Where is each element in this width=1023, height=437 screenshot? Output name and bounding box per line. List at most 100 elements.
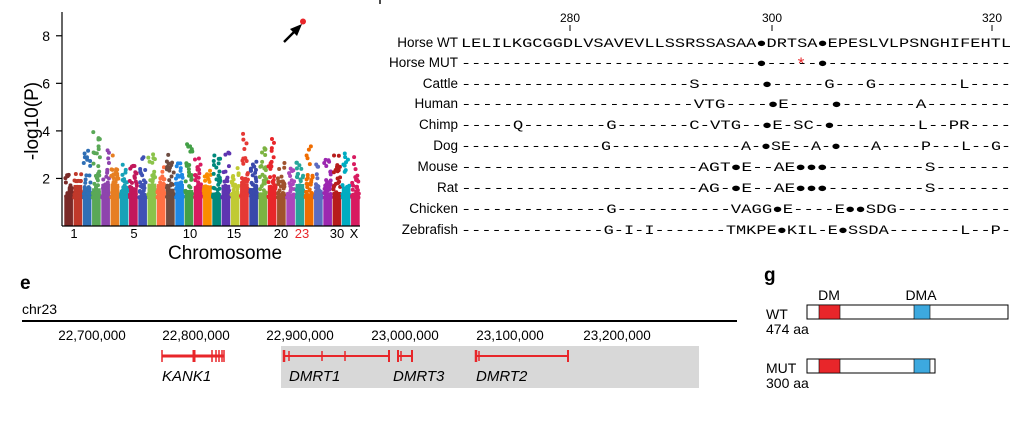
snp-point xyxy=(304,181,309,186)
snp-point xyxy=(214,165,219,170)
chromosome-point-cloud xyxy=(64,197,73,226)
snp-point xyxy=(196,175,201,180)
snp-point xyxy=(167,168,172,173)
snp-point xyxy=(93,185,98,190)
snp-point xyxy=(325,195,330,200)
ruler-label: 280 xyxy=(560,11,580,25)
snp-point xyxy=(216,161,221,166)
snp-point xyxy=(352,192,357,197)
snp-point xyxy=(82,187,87,192)
species-label: Chicken xyxy=(409,201,458,216)
snp-point xyxy=(218,156,223,161)
snp-point xyxy=(268,161,273,166)
snp-point xyxy=(250,173,255,178)
x-tick-labels: 1 5 10 15 20 23 30 X xyxy=(70,226,358,241)
snp-point xyxy=(269,136,274,141)
snp-point xyxy=(147,195,152,200)
gene-model-kank1 xyxy=(161,350,225,362)
snp-point xyxy=(96,147,101,152)
snp-point xyxy=(241,179,246,184)
snp-point xyxy=(350,187,355,192)
snp-point xyxy=(266,180,271,185)
snp-point xyxy=(123,167,128,172)
snp-point xyxy=(263,153,268,158)
snp-point xyxy=(310,175,315,180)
snp-point xyxy=(271,177,276,182)
snp-point xyxy=(208,168,213,173)
coordinate-label: 23,100,000 xyxy=(476,328,544,343)
snp-point xyxy=(340,195,345,200)
snp-point xyxy=(66,172,71,177)
panel-label: e xyxy=(20,273,31,294)
snp-point xyxy=(260,159,265,164)
snp-point xyxy=(88,163,93,168)
snp-point xyxy=(110,153,115,158)
snp-point xyxy=(122,177,127,182)
snp-point xyxy=(354,195,359,200)
snp-point xyxy=(111,180,116,185)
sequence: -----Q--------G-------C-VTG--●E-SC-●----… xyxy=(461,118,1011,133)
snp-point xyxy=(180,194,185,199)
snp-point xyxy=(217,175,222,180)
snp-point xyxy=(211,159,216,164)
snp-point xyxy=(211,171,216,176)
domain-label-dm: DM xyxy=(818,287,840,303)
snp-point xyxy=(272,174,277,179)
snp-point xyxy=(216,182,221,187)
species-label: Zebrafish xyxy=(402,222,458,237)
snp-point xyxy=(258,193,263,198)
snp-point xyxy=(92,195,97,200)
snp-point xyxy=(276,179,281,184)
sequence: LELILKGCGGDLVSAVEVLLSSRSSASAA●DRTSA●EPES… xyxy=(461,36,1011,51)
chromosome-label: chr23 xyxy=(22,301,57,317)
snp-point xyxy=(79,172,84,177)
protein-domain-panel: g DM DMA WT 474 aa MUT 300 aa xyxy=(764,265,1009,391)
snp-point xyxy=(271,155,276,160)
manhattan-points xyxy=(63,18,361,226)
snp-point xyxy=(310,191,315,196)
snp-point xyxy=(288,174,293,179)
chromosome-point-cloud xyxy=(212,193,221,226)
snp-point xyxy=(296,187,301,192)
snp-point xyxy=(83,195,88,200)
snp-point xyxy=(204,193,209,198)
snp-point xyxy=(223,183,228,188)
snp-point xyxy=(159,182,164,187)
snp-point xyxy=(115,167,120,172)
snp-point xyxy=(305,172,310,177)
snp-point xyxy=(203,178,208,183)
snp-point xyxy=(230,175,235,180)
snp-point xyxy=(322,161,327,166)
snp-point xyxy=(167,191,172,196)
snp-point xyxy=(138,169,143,174)
snp-point xyxy=(296,195,301,200)
snp-point xyxy=(193,173,198,178)
species-label: Horse WT xyxy=(397,35,458,50)
snp-point xyxy=(186,170,191,175)
snp-point xyxy=(299,166,304,171)
chromosome-point-cloud xyxy=(156,184,166,226)
snp-point xyxy=(272,194,277,199)
chromosome-point-cloud xyxy=(277,196,286,226)
snp-point xyxy=(282,161,287,166)
snp-point xyxy=(245,171,250,176)
snp-point xyxy=(340,183,345,188)
snp-point xyxy=(322,195,327,200)
snp-point xyxy=(194,186,199,191)
sequence: ----------------------S------●-----G---G… xyxy=(461,77,1011,92)
snp-point xyxy=(151,176,156,181)
chromosome-point-cloud xyxy=(73,184,83,226)
snp-point xyxy=(251,195,256,200)
snp-point xyxy=(91,130,96,135)
snp-point xyxy=(129,185,134,190)
xtick-label: 30 xyxy=(330,226,344,241)
snp-point xyxy=(120,172,125,177)
snp-point xyxy=(341,162,346,167)
snp-point xyxy=(231,187,236,192)
snp-point xyxy=(328,191,333,196)
manhattan-plot: 2 4 6 8 -log10(P) 1 5 10 15 20 23 30 X Chro… xyxy=(22,12,361,264)
snp-point xyxy=(162,177,167,182)
chromosome-point-cloud xyxy=(323,195,332,226)
chromosome-point-cloud xyxy=(258,194,268,226)
coordinate-label: 22,900,000 xyxy=(266,328,334,343)
